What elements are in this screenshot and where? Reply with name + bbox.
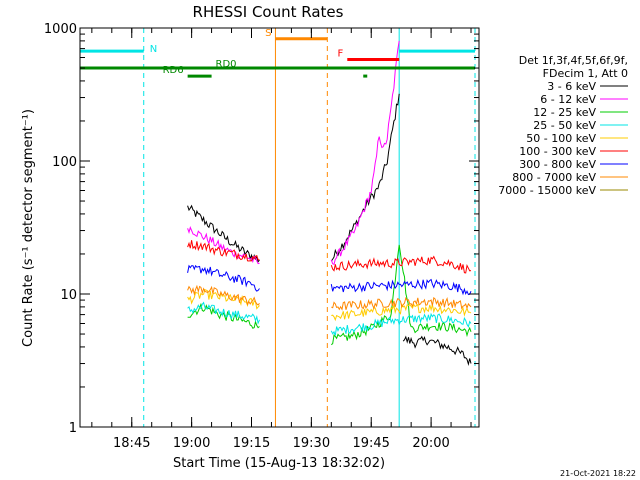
plot-frame [79,27,480,428]
series-line-6-0 [187,264,260,292]
flag-label-RD6: RD6 [163,65,184,76]
legend-label-6: 300 - 800 keV [519,158,596,171]
x-tick-label-1900: 19:00 [173,436,210,451]
plot-content: N S F RD0 RD6 [79,28,476,427]
y-tick-label-1000: 1000 [44,22,77,37]
series-line-0-2 [402,335,472,366]
legend-label-2: 12 - 25 keV [533,106,596,119]
series-line-5-0 [187,240,260,262]
series-line-7-0 [187,284,260,306]
legend-label-5: 100 - 300 keV [519,145,596,158]
footer-date: 21-Oct-2021 18:22 [560,469,636,478]
legend-header-line-0: Det 1f,3f,4f,5f,6f,9f, [519,54,628,67]
flag-label-RD0: RD0 [216,59,237,70]
series-line-1-1 [330,40,400,265]
chart-title: RHESSI Count Rates [193,3,344,21]
series-line-5-1 [330,255,472,274]
x-tick-label-2000: 20:00 [412,436,449,451]
series-line-2-1 [330,244,472,346]
x-tick-label-1845: 18:45 [113,436,150,451]
y-tick-label-10: 10 [60,288,77,303]
legend-header-line-1: FDecim 1, Att 0 [543,67,628,80]
legend-label-1: 6 - 12 keV [540,93,596,106]
x-tick-label-1930: 19:30 [293,436,330,451]
series-line-6-1 [330,278,472,296]
x-tick-label-1915: 19:15 [233,436,270,451]
legend: Det 1f,3f,4f,5f,6f,9f,FDecim 1, Att 03 -… [498,54,628,197]
y-tick-label-1: 1 [69,421,77,436]
legend-label-4: 50 - 100 keV [526,132,596,145]
series-line-3-0 [187,301,260,325]
legend-label-3: 25 - 50 keV [533,119,596,132]
series-line-3-1 [330,312,472,336]
flag-label-S: S [265,28,271,39]
y-tick-label-100: 100 [52,155,77,170]
series-line-7-1 [331,296,472,311]
legend-label-7: 800 - 7000 keV [512,171,596,184]
y-axis-label: Count Rate (s⁻¹ detector segment⁻¹) [21,109,36,347]
legend-label-8: 7000 - 15000 keV [498,184,596,197]
x-axis: 18:45 19:00 19:15 19:30 19:45 20:00 [91,28,472,451]
series-line-4-1 [331,303,472,322]
x-axis-label: Start Time (15-Aug-13 18:32:02) [173,456,385,471]
flag-label-N: N [150,44,157,55]
series-line-0-0 [187,204,260,263]
legend-label-0: 3 - 6 keV [547,80,596,93]
flag-label-F: F [338,48,344,59]
x-tick-label-1945: 19:45 [352,436,389,451]
